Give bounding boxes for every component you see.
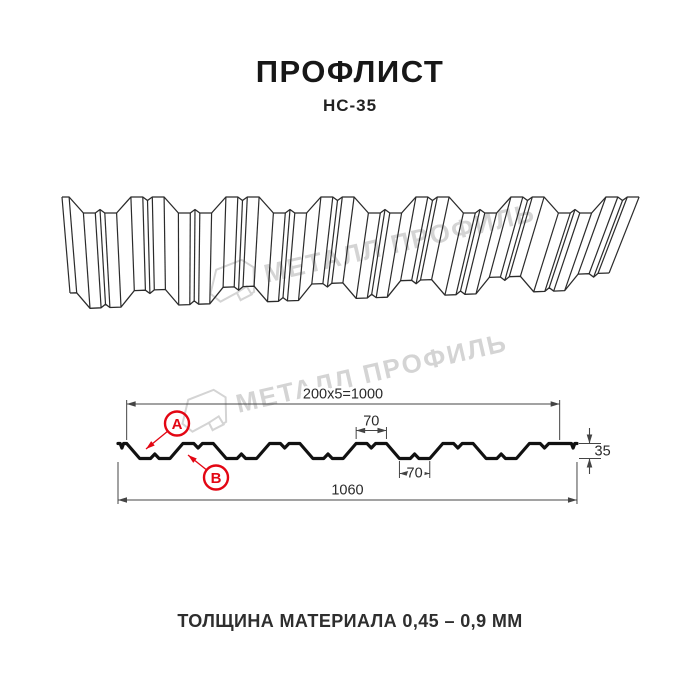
dim-crest-width: 70 <box>355 411 387 439</box>
material-thickness-note: ТОЛЩИНА МАТЕРИАЛА 0,45 – 0,9 ММ <box>177 611 523 631</box>
cross-section-view <box>116 441 579 461</box>
dim-overall-width-label: 1060 <box>331 483 363 499</box>
page-title: ПРОФЛИСТ <box>255 54 445 89</box>
marker-b: В <box>187 454 230 491</box>
watermark-lower: МЕТАЛЛ ПРОФИЛЬ <box>171 320 512 439</box>
dim-trough-width: 70 <box>398 461 431 484</box>
dim-overall-width: 1060 <box>117 462 578 504</box>
marker-b-label: В <box>211 470 222 487</box>
dim-profile-height-label: 35 <box>595 444 611 460</box>
marker-a: А <box>145 410 191 450</box>
profile-model-label: НС-35 <box>322 96 378 115</box>
profile-3d-view <box>61 196 640 309</box>
metall-profil-logo-icon <box>181 388 228 433</box>
dim-trough-width-label: 70 <box>407 466 423 482</box>
marker-a-label: А <box>172 416 183 433</box>
dim-coverage-width: 200x5=1000 <box>126 384 561 440</box>
dim-profile-height: 35 <box>579 428 611 474</box>
dim-crest-width-label: 70 <box>363 414 379 430</box>
dim-coverage-width-label: 200x5=1000 <box>303 387 383 403</box>
